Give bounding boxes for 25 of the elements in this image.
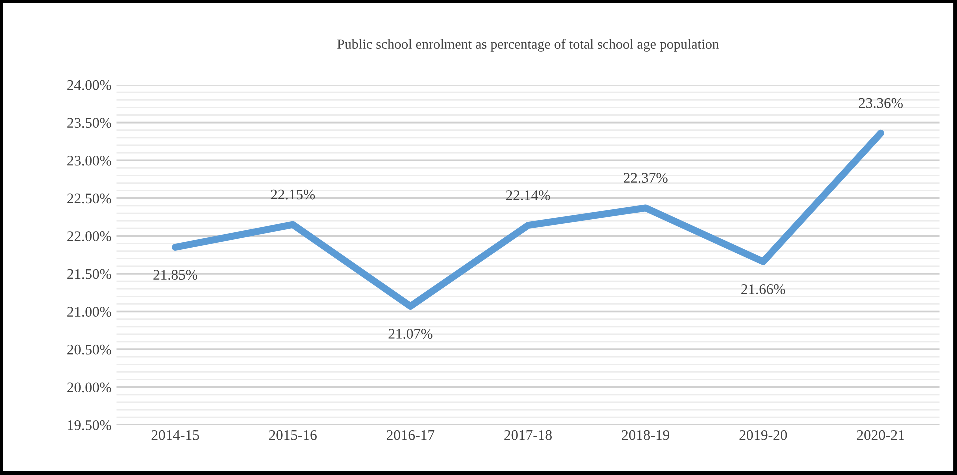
y-tick-label: 24.00% (68, 80, 112, 90)
data-label: 22.15% (271, 190, 316, 200)
data-label: 23.36% (859, 98, 903, 108)
x-tick-label: 2015-16 (269, 430, 317, 440)
y-tick-label: 22.50% (68, 194, 112, 204)
data-label: 21.66% (742, 284, 786, 294)
data-label: 21.85% (154, 270, 198, 280)
x-tick-label: 2018-19 (622, 430, 670, 440)
x-tick-label: 2019-20 (740, 430, 788, 440)
x-tick-label: 2014-15 (152, 430, 200, 440)
y-tick-label: 20.00% (68, 382, 112, 393)
y-tick-label: 20.50% (68, 344, 112, 355)
y-tick-label: 21.50% (68, 269, 112, 280)
data-label: 22.37% (624, 173, 668, 184)
x-tick-label: 2017-18 (504, 430, 552, 440)
chart-title: Public school enrolment as percentage of total school age population (338, 39, 720, 52)
y-tick-label: 19.50% (68, 420, 112, 430)
x-tick-label: 2020-21 (857, 430, 904, 440)
y-tick-label: 22.00% (68, 232, 112, 242)
y-tick-label: 23.00% (68, 156, 112, 166)
data-label: 21.07% (388, 329, 433, 340)
y-tick-label: 23.50% (68, 118, 112, 128)
data-label: 22.14% (506, 190, 550, 200)
x-tick-label: 2016-17 (387, 430, 435, 440)
y-tick-label: 21.00% (68, 307, 112, 318)
